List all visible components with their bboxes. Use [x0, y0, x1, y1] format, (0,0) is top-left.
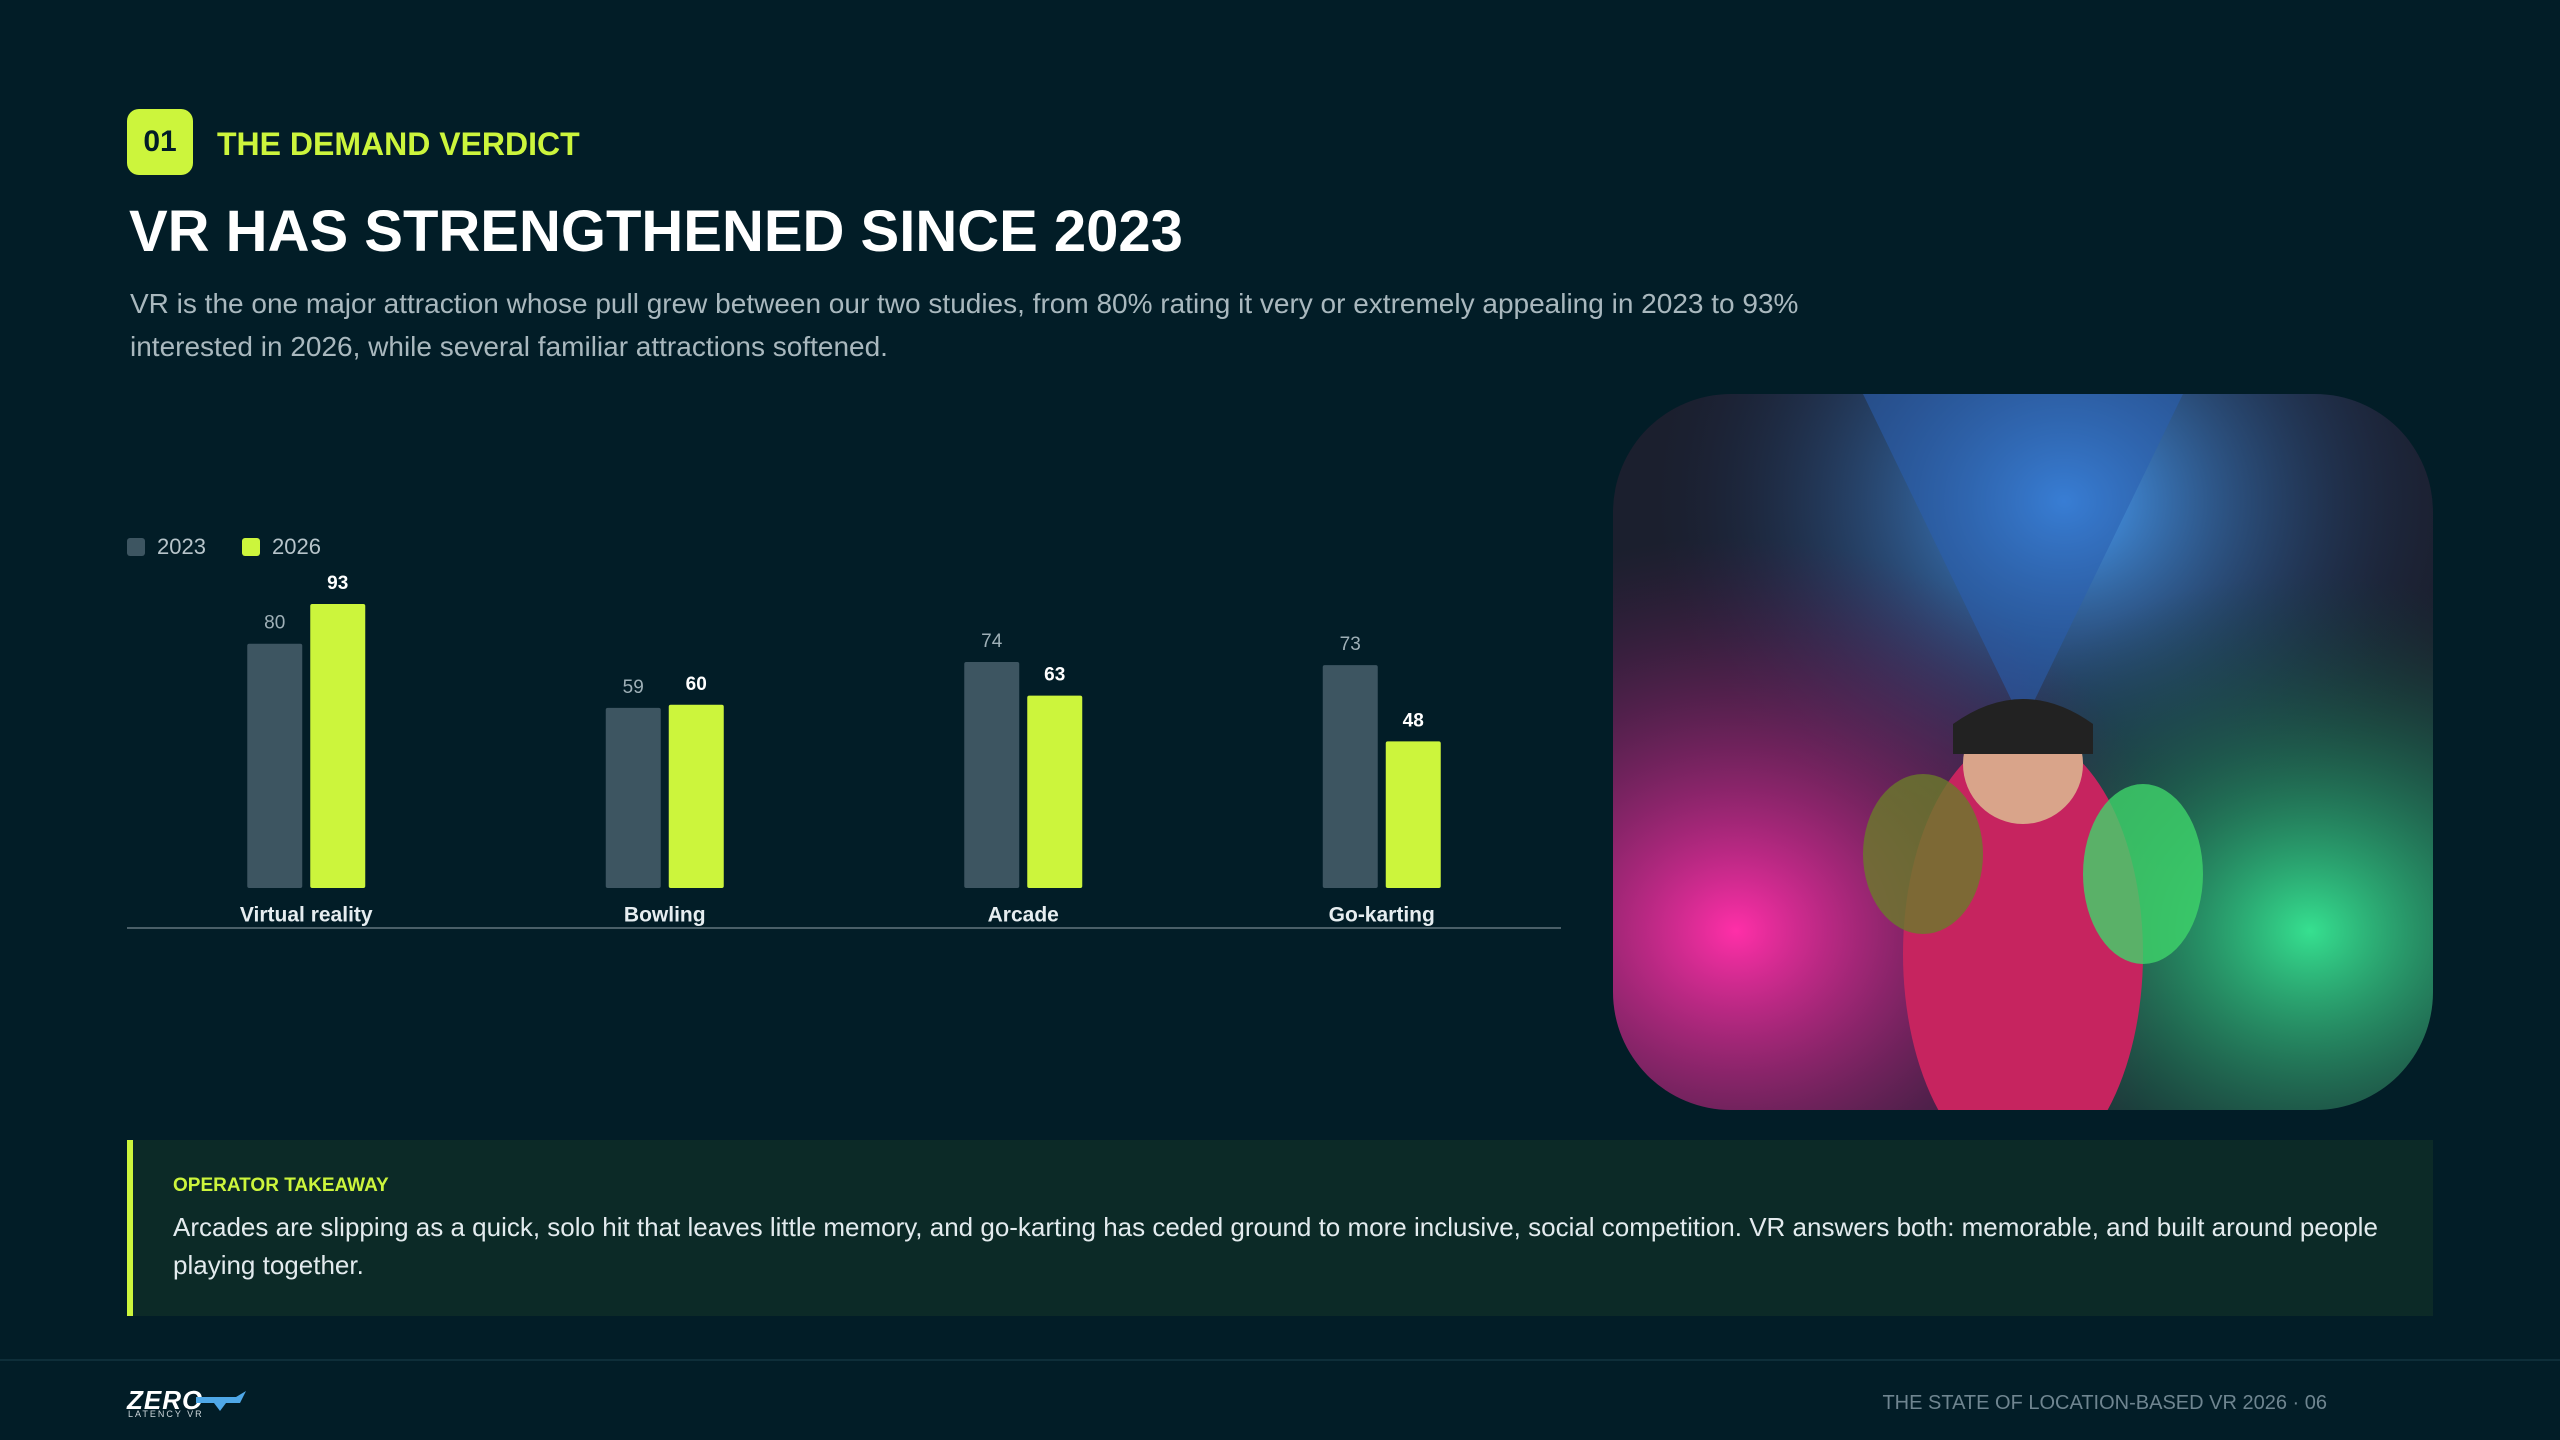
- data-label: 60: [686, 674, 707, 695]
- data-label: 59: [623, 677, 644, 698]
- bar: [1385, 741, 1441, 888]
- legend-label: 2026: [272, 534, 321, 559]
- logo: ZERO: [127, 1385, 204, 1415]
- logo-mark: [196, 1391, 246, 1411]
- takeaway-box: OPERATOR TAKEAWAY Arcades are slipping a…: [127, 1140, 2433, 1316]
- data-label: 80: [264, 613, 285, 634]
- x-tick-label: Virtual reality: [240, 904, 373, 927]
- logo-subtext: LATENCY VR: [128, 1409, 204, 1419]
- hero-image: [1613, 394, 2433, 1110]
- bar: [1027, 695, 1083, 888]
- x-tick-label: Bowling: [624, 904, 706, 927]
- bar: [310, 604, 366, 888]
- takeaway-text: Arcades are slipping as a quick, solo hi…: [173, 1212, 2378, 1280]
- legend-label: 2023: [157, 534, 206, 559]
- subtitle: VR is the one major attraction whose pul…: [130, 288, 1799, 362]
- bar: [1322, 665, 1378, 888]
- data-label: 48: [1403, 710, 1424, 731]
- takeaway-label: OPERATOR TAKEAWAY: [173, 1175, 389, 1196]
- bar: [668, 704, 724, 888]
- bar: [247, 643, 303, 888]
- footer-caption: THE STATE OF LOCATION-BASED VR 2026 · 06: [1882, 1392, 2327, 1414]
- legend-swatch: [127, 538, 145, 556]
- bar: [605, 707, 661, 888]
- section-badge: 01: [127, 109, 193, 175]
- x-tick-label: Arcade: [988, 904, 1059, 927]
- legend-swatch: [242, 538, 260, 556]
- x-tick-label: Go-karting: [1329, 904, 1435, 927]
- chart: 2023 2026 Virtual reality 80 93 Bowling 59 60 Ar…: [127, 534, 1561, 929]
- bar: [964, 662, 1020, 888]
- eyebrow: THE DEMAND VERDICT: [217, 126, 580, 162]
- data-label: 74: [981, 631, 1003, 652]
- data-label: 93: [327, 573, 348, 594]
- data-label: 63: [1044, 665, 1065, 686]
- data-label: 73: [1340, 634, 1361, 655]
- slide-title: VR HAS STRENGTHENED SINCE 2023: [129, 199, 1183, 264]
- footer-rule: [0, 1359, 2560, 1361]
- image-illustration: [1613, 394, 2433, 1110]
